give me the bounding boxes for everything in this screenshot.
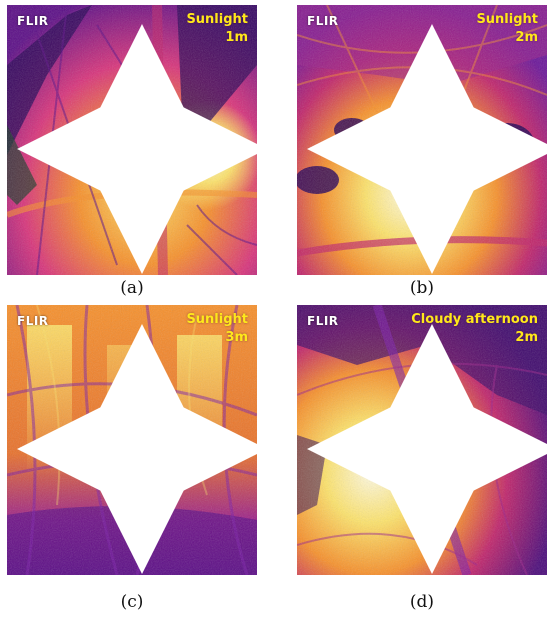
flir-logo-icon xyxy=(17,324,257,574)
flir-logo: FLIR xyxy=(17,314,257,574)
flir-logo-text: FLIR xyxy=(307,314,339,328)
flir-logo-icon xyxy=(307,24,547,274)
condition-overlay: Sunlight 2m xyxy=(476,11,538,47)
flir-logo-text: FLIR xyxy=(307,14,339,28)
caption-d: (d) xyxy=(409,592,435,612)
flir-logo: FLIR xyxy=(307,314,547,574)
condition-label: Cloudy afternoon xyxy=(411,312,538,327)
thermal-image-c: FLIR Sunlight 3m xyxy=(7,305,257,575)
distance-label: 2m xyxy=(515,30,538,45)
condition-label: Sunlight xyxy=(186,312,248,327)
flir-logo: FLIR xyxy=(17,14,257,274)
caption-c: (c) xyxy=(120,592,144,612)
thermal-image-b: FLIR Sunlight 2m xyxy=(297,5,547,275)
distance-label: 1m xyxy=(225,30,248,45)
thermal-image-d: FLIR Cloudy afternoon 2m xyxy=(297,305,547,575)
flir-logo-text: FLIR xyxy=(17,314,49,328)
thermal-image-a: FLIR Sunlight 1m xyxy=(7,5,257,275)
condition-overlay: Cloudy afternoon 2m xyxy=(411,311,538,347)
condition-label: Sunlight xyxy=(186,12,248,27)
flir-logo-text: FLIR xyxy=(17,14,49,28)
condition-overlay: Sunlight 3m xyxy=(186,311,248,347)
flir-logo: FLIR xyxy=(307,14,547,274)
flir-logo-icon xyxy=(17,24,257,274)
condition-label: Sunlight xyxy=(476,12,538,27)
distance-label: 2m xyxy=(515,330,538,345)
caption-b: (b) xyxy=(409,278,435,298)
condition-overlay: Sunlight 1m xyxy=(186,11,248,47)
caption-a: (a) xyxy=(120,278,144,298)
flir-logo-icon xyxy=(307,324,547,574)
distance-label: 3m xyxy=(225,330,248,345)
